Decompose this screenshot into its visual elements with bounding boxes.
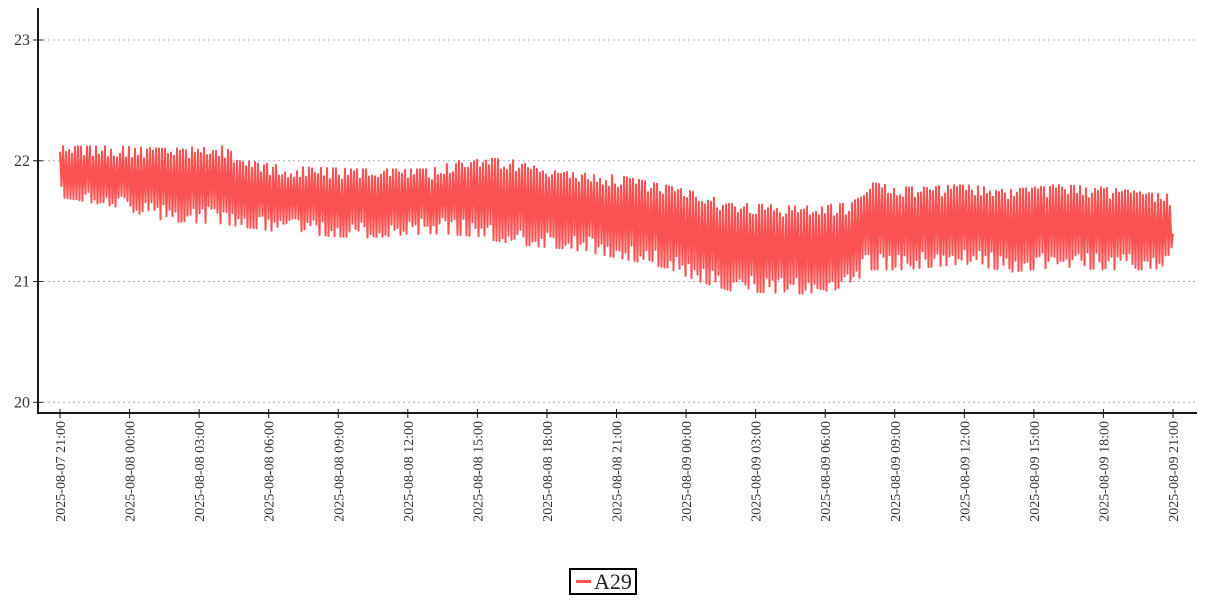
x-tick-label: 2025-08-09 18:00: [1097, 421, 1112, 522]
x-tick-label: 2025-08-08 12:00: [402, 421, 417, 522]
x-tick-label: 2025-08-07 21:00: [54, 421, 69, 522]
x-tick-label: 2025-08-08 03:00: [193, 421, 208, 522]
x-tick-label: 2025-08-09 12:00: [958, 421, 973, 522]
x-tick-label: 2025-08-09 09:00: [889, 421, 904, 522]
y-tick-label: 23: [14, 32, 30, 49]
x-tick-label: 2025-08-09 21:00: [1167, 421, 1182, 522]
series-line-A29: [59, 145, 1174, 295]
legend-series-marker: [576, 580, 591, 583]
x-tick-label: 2025-08-09 00:00: [680, 421, 695, 522]
y-tick-label: 21: [14, 274, 30, 291]
legend-series-label: A29: [594, 568, 632, 594]
x-tick-label: 2025-08-08 18:00: [541, 421, 556, 522]
legend[interactable]: A29: [569, 568, 637, 595]
x-tick-label: 2025-08-09 15:00: [1028, 421, 1043, 522]
x-tick-label: 2025-08-08 09:00: [332, 421, 347, 522]
x-tick-label: 2025-08-08 15:00: [471, 421, 486, 522]
y-tick-label: 22: [14, 153, 30, 170]
y-tick-label: 20: [14, 394, 30, 411]
x-tick-label: 2025-08-08 06:00: [263, 421, 278, 522]
x-tick-label: 2025-08-08 00:00: [124, 421, 139, 522]
x-tick-label: 2025-08-09 03:00: [750, 421, 765, 522]
x-tick-label: 2025-08-09 06:00: [819, 421, 834, 522]
x-tick-label: 2025-08-08 21:00: [611, 421, 626, 522]
